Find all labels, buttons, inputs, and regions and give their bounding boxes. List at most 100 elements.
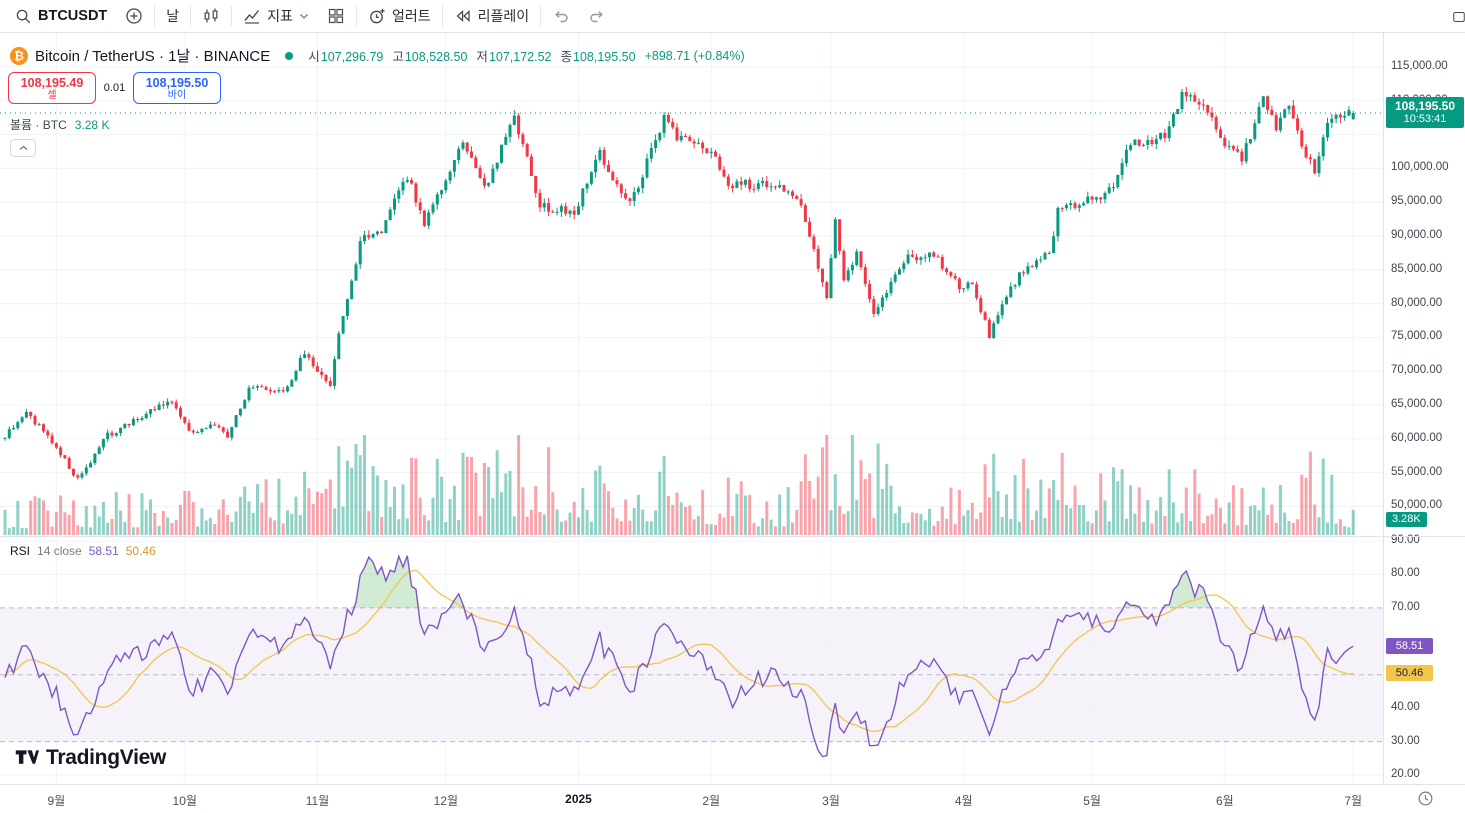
- volume-axis-label: 3.28K: [1386, 512, 1427, 527]
- replay-label: 리플레이: [477, 8, 530, 24]
- rsi-params: 14 close: [37, 544, 82, 558]
- chart-type-button[interactable]: [193, 0, 229, 33]
- undo-button[interactable]: [543, 0, 579, 33]
- rsi-axis-label: 70.00: [1391, 600, 1420, 613]
- time-axis-label: 5월: [1083, 794, 1101, 808]
- low-value: 107,172.52: [488, 50, 552, 64]
- chevron-up-icon: [19, 145, 27, 150]
- tradingview-mark-icon: [15, 750, 39, 764]
- time-axis-label: 9월: [47, 794, 66, 808]
- toolbar-divider: [231, 6, 233, 26]
- top-toolbar: BTCUSDT 날: [0, 0, 1465, 33]
- toolbar-divider: [190, 6, 192, 26]
- bar-countdown: 10:53:41: [1403, 113, 1447, 125]
- redo-button[interactable]: [579, 0, 615, 33]
- price-axis-label: 55,000.00: [1391, 465, 1443, 478]
- buy-label: 바이: [167, 89, 187, 101]
- rsi-ma-value: 50.46: [125, 544, 156, 558]
- volume-label: 볼륨 · BTC: [10, 118, 67, 132]
- time-axis-label: 12월: [433, 794, 459, 808]
- symbol-name: BTCUSDT: [38, 8, 108, 24]
- sell-button[interactable]: 108,195.49 셀: [8, 72, 96, 104]
- rsi-axis-label: 30.00: [1391, 734, 1420, 747]
- chevron-down-icon: [299, 13, 308, 19]
- toolbar-divider: [154, 6, 156, 26]
- candle-bodies-layer: [3, 92, 1355, 478]
- volume-value: 3.28 K: [74, 117, 110, 132]
- replay-icon: [456, 10, 470, 22]
- close-value: 108,195.50: [573, 50, 636, 64]
- price-axis-label: 100,000.00: [1391, 161, 1449, 174]
- symbol-search-button[interactable]: BTCUSDT: [6, 0, 116, 33]
- interval-button[interactable]: 날: [157, 0, 188, 33]
- time-axis-label: 2025: [565, 792, 592, 806]
- price-axis-label: 75,000.00: [1391, 330, 1443, 343]
- high-label: 고: [392, 50, 404, 64]
- rsi-axis-label: 40.00: [1391, 701, 1420, 714]
- rsi-axis-label: 80.00: [1391, 567, 1420, 580]
- symbol-legend: ₿ Bitcoin / TetherUS · 1날 · BINANCE 시107…: [10, 45, 745, 66]
- alarm-clock-icon: [370, 8, 385, 24]
- candles-icon: [204, 8, 218, 23]
- rsi-legend[interactable]: RSI 14 close 58.51 50.46: [10, 544, 156, 558]
- right-panel-toggle[interactable]: [1453, 0, 1465, 33]
- tradingview-logo[interactable]: TradingView: [14, 745, 166, 770]
- time-axis[interactable]: 9월 10월 11월 12월 2025 2월 3월 4월 5월 6월 7월: [0, 784, 1465, 813]
- grid-layer: [0, 33, 1383, 536]
- interval-label: 날: [166, 8, 180, 24]
- time-axis-label: 7월: [1344, 794, 1363, 808]
- redo-icon: [590, 11, 603, 23]
- buy-price: 108,195.50: [145, 75, 209, 90]
- price-axis-label: 80,000.00: [1391, 296, 1443, 309]
- market-status-dot: [285, 51, 294, 60]
- last-price-value: 108,195.50: [1394, 99, 1456, 113]
- indicators-button[interactable]: 지표: [234, 0, 318, 33]
- add-symbol-button[interactable]: [116, 0, 152, 33]
- undo-icon: [555, 11, 568, 23]
- alert-button[interactable]: 얼러트: [359, 0, 440, 33]
- toolbar-divider: [540, 6, 542, 26]
- rsi-axis-value-label: 58.51: [1386, 638, 1433, 654]
- change-value: +898.71 (+0.84%): [644, 48, 745, 63]
- time-axis-label: 6월: [1215, 794, 1234, 808]
- rsi-ma-line: [4, 569, 1354, 733]
- price-axis-label: 85,000.00: [1391, 262, 1443, 275]
- alert-label: 얼러트: [391, 8, 431, 24]
- buy-button[interactable]: 108,195.50 바이: [133, 72, 221, 104]
- sell-label: 셀: [47, 89, 57, 101]
- rsi-band-lines: [0, 607, 1383, 743]
- rsi-line: [4, 553, 1354, 758]
- price-axis-label: 60,000.00: [1391, 431, 1443, 444]
- pane-divider[interactable]: [0, 536, 1465, 537]
- symbol-title[interactable]: Bitcoin / TetherUS · 1날 · BINANCE: [35, 48, 271, 65]
- price-axis-label: 115,000.00: [1391, 60, 1448, 72]
- rsi-chart-canvas[interactable]: [0, 537, 1383, 784]
- collapse-legend-button[interactable]: [10, 139, 36, 157]
- layout-button[interactable]: [318, 0, 354, 33]
- volume-layer: [3, 435, 1355, 535]
- price-axis-label: 65,000.00: [1391, 398, 1443, 410]
- open-value: 107,296.79: [320, 50, 384, 64]
- ohlc-values: 시107,296.79 고108,528.50 저107,172.52 종108…: [308, 46, 744, 65]
- tradingview-wordmark: TradingView: [46, 745, 167, 769]
- price-chart-canvas[interactable]: [0, 33, 1383, 536]
- indicators-icon: [244, 10, 260, 24]
- price-axis[interactable]: 108,195.50 10:53:41 3.28K 58.51 50.46 11…: [1383, 33, 1465, 784]
- bitcoin-icon: ₿: [10, 46, 28, 65]
- low-label: 저: [476, 50, 488, 64]
- price-axis-label: 90,000.00: [1391, 229, 1443, 241]
- open-label: 시: [308, 50, 320, 64]
- time-axis-label: 10월: [172, 794, 197, 808]
- clock-icon[interactable]: [1417, 790, 1434, 807]
- price-axis-label: 70,000.00: [1391, 364, 1443, 377]
- last-price-label: 108,195.50 10:53:41: [1386, 97, 1464, 128]
- replay-button[interactable]: 리플레이: [445, 0, 539, 33]
- high-value: 108,528.50: [404, 50, 468, 64]
- panel-toggle-icon: [1453, 11, 1465, 22]
- rsi-name: RSI: [10, 544, 31, 558]
- price-axis-label: 95,000.00: [1391, 195, 1443, 208]
- rsi-grid-layer: [0, 537, 1383, 784]
- time-axis-label: 3월: [822, 794, 840, 808]
- time-axis-label: 11월: [305, 794, 330, 808]
- spread-value: 0.01: [103, 82, 126, 94]
